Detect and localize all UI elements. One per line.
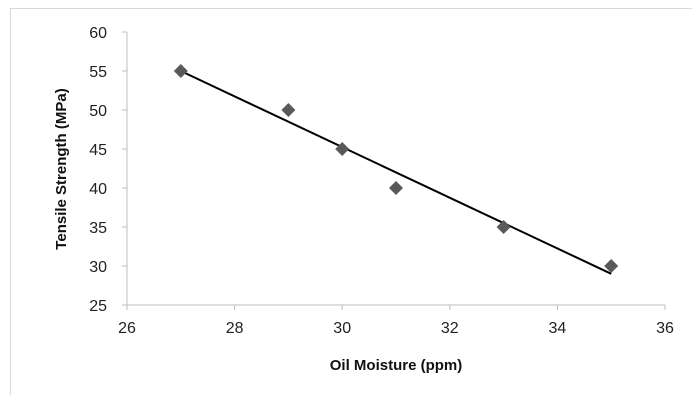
data-point — [496, 220, 511, 234]
y-tick-label: 35 — [89, 220, 107, 237]
y-tick-label: 45 — [89, 142, 107, 159]
y-axis-title: Tensile Strength (MPa) — [53, 88, 70, 249]
y-tick-label: 60 — [89, 25, 107, 42]
data-point — [389, 181, 403, 195]
x-tick-label: 28 — [226, 320, 244, 337]
x-tick-label: 36 — [656, 320, 674, 337]
tick-labels: 26 28 30 32 34 36 25 30 35 40 45 50 55 60 — [89, 25, 674, 337]
x-tick-label: 30 — [333, 320, 351, 337]
data-points — [173, 64, 619, 273]
y-tick-label: 55 — [89, 64, 107, 81]
x-axis-title: Oil Moisture (ppm) — [330, 357, 463, 374]
y-tick-label: 25 — [89, 298, 107, 315]
chart-frame — [10, 8, 692, 395]
axes — [122, 31, 666, 310]
data-point — [173, 64, 188, 78]
x-tick-label: 34 — [549, 320, 567, 337]
y-tick-label: 40 — [89, 181, 107, 198]
x-tick-label: 32 — [441, 320, 459, 337]
y-tick-label: 30 — [89, 259, 107, 276]
x-tick-label: 26 — [118, 320, 136, 337]
y-tick-label: 50 — [89, 103, 107, 120]
trendline — [180, 70, 612, 275]
data-point — [281, 103, 296, 117]
data-point — [335, 142, 350, 156]
trendline-group — [180, 70, 612, 275]
data-point — [604, 259, 619, 273]
